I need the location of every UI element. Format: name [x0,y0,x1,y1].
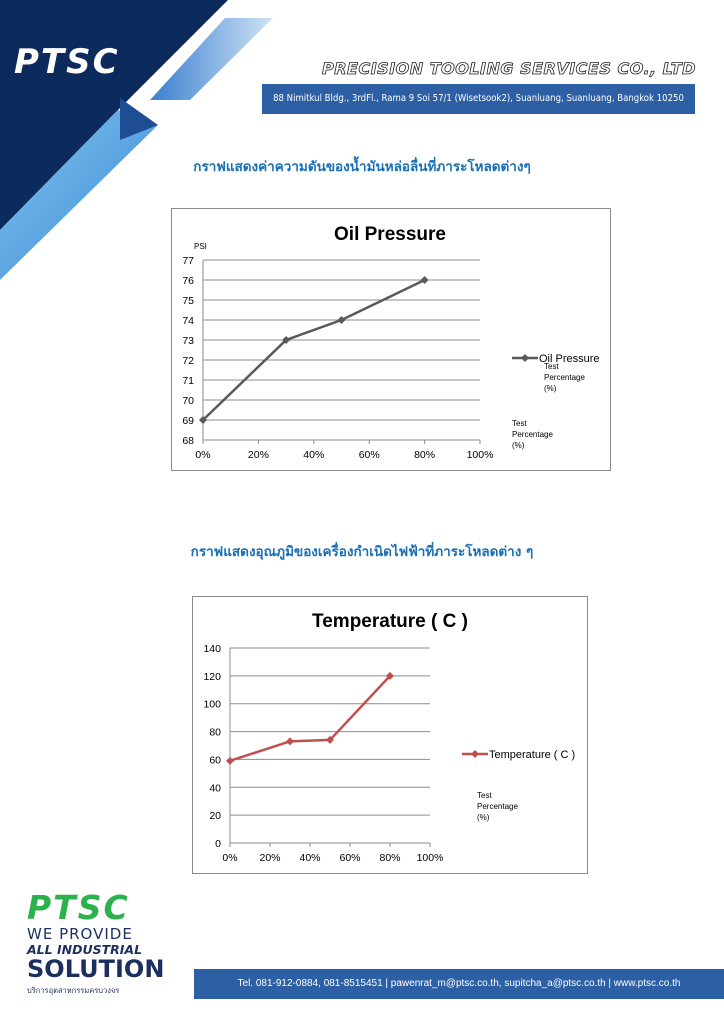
oil-pressure-x-tick-label: 80% [414,449,435,461]
oil-pressure-legend-label: Oil Pressure [539,353,600,365]
temperature-data-point [286,737,294,746]
oil-pressure-y-tick-label: 69 [182,415,194,427]
tagline-thai: บริการอุตสาหกรรมครบวงจร [27,986,120,995]
oil-pressure-x-tick-label: 0% [195,449,210,461]
oil-pressure-y-tick-label: 70 [182,395,194,407]
temperature-annotation: Test [477,791,492,800]
temperature-y-tick-label: 100 [203,699,221,711]
temperature-series-line [229,675,391,763]
temperature-chart: Temperature ( C ) 0 20 40 60 80 100 120 140 0% 20%… [192,596,588,874]
temperature-legend-marker [471,750,479,758]
oil-pressure-x-tick-label: 40% [303,449,324,461]
address-bar: 88 Nimitkul Bldg., 3rdFl., Rama 9 Soi 57… [262,84,695,114]
contact-bar: Tel. 081-912-0884, 081-8515451 | pawenra… [194,969,724,999]
tagline-all-industrial: ALL INDUSTRIAL [27,942,143,957]
oil-pressure-x-tick-label: 60% [359,449,380,461]
oil-pressure-x-tick-label: 20% [248,449,269,461]
oil-pressure-chart-svg: Oil Pressure PSI 68 69 70 71 72 73 74 75 76 77 0% 20%… [182,224,600,461]
oil-pressure-chart: Oil Pressure PSI 68 69 70 71 72 73 74 75 76 77 0% 20%… [171,208,611,471]
oil-pressure-section-title: กราฟแสดงค่าความดันของน้ำมันหล่อลื่นที่ภา… [193,159,531,175]
oil-pressure-data-point [337,316,346,324]
oil-pressure-y-tick-label: 74 [182,315,194,327]
oil-pressure-data-point [199,416,207,424]
temperature-y-tick-label: 120 [203,671,221,683]
oil-pressure-annotation-secondary: (%) [512,441,525,450]
company-logo: PTSC [14,42,120,82]
temperature-y-tick-label: 140 [203,643,221,655]
oil-pressure-y-tick-label: 77 [182,255,194,267]
tagline-solution: SOLUTION [27,955,165,983]
oil-pressure-y-tick-label: 68 [182,435,194,447]
temperature-x-tick-label: 100% [417,852,444,864]
temperature-data-point [326,735,334,744]
temperature-x-tick-label: 60% [339,852,360,864]
oil-pressure-title: Oil Pressure [334,224,446,245]
tagline-we-provide: WE PROVIDE [27,925,133,943]
oil-pressure-legend-marker [521,354,529,362]
temperature-y-tick-label: 60 [209,754,221,766]
oil-pressure-data-point [420,276,429,284]
header-decoration [0,0,273,280]
temperature-annotation: Percentage [477,802,518,811]
temperature-x-tick-label: 20% [259,852,280,864]
temperature-x-tick-label: 0% [222,852,237,864]
temperature-y-tick-label: 80 [209,727,221,739]
temperature-x-tick-label: 80% [379,852,400,864]
oil-pressure-annotation: Percentage [544,373,585,382]
oil-pressure-data-point [282,336,291,344]
temperature-chart-svg: Temperature ( C ) 0 20 40 60 80 100 120 140 0% 20%… [203,611,575,864]
oil-pressure-y-axis-label: PSI [194,242,207,251]
oil-pressure-y-tick-label: 76 [182,275,194,287]
temperature-y-tick-label: 0 [215,838,221,850]
oil-pressure-x-tick-label: 100% [467,449,494,461]
temperature-data-point [226,756,234,765]
temperature-legend-label: Temperature ( C ) [489,749,575,761]
oil-pressure-series-line [202,278,426,421]
temperature-x-tick-label: 40% [299,852,320,864]
oil-pressure-y-tick-label: 71 [182,375,194,387]
temperature-data-point [386,671,394,680]
oil-pressure-annotation: Test [544,362,559,371]
temperature-y-tick-label: 20 [209,810,221,822]
oil-pressure-annotation: (%) [544,384,557,393]
oil-pressure-y-tick-label: 72 [182,355,194,367]
temperature-y-tick-label: 40 [209,782,221,794]
oil-pressure-y-tick-label: 75 [182,295,194,307]
oil-pressure-annotation-secondary: Percentage [512,430,553,439]
company-name: PRECISION TOOLING SERVICES CO., LTD [322,59,696,79]
oil-pressure-y-tick-label: 73 [182,335,194,347]
temperature-annotation: (%) [477,813,490,822]
oil-pressure-annotation-secondary: Test [512,419,527,428]
footer-logo: PTSC [27,888,130,927]
temperature-title: Temperature ( C ) [312,611,468,632]
temperature-section-title: กราฟแสดงอุณภูมิของเครื่องกำเนิดไฟฟ้าที่ภ… [190,544,534,560]
